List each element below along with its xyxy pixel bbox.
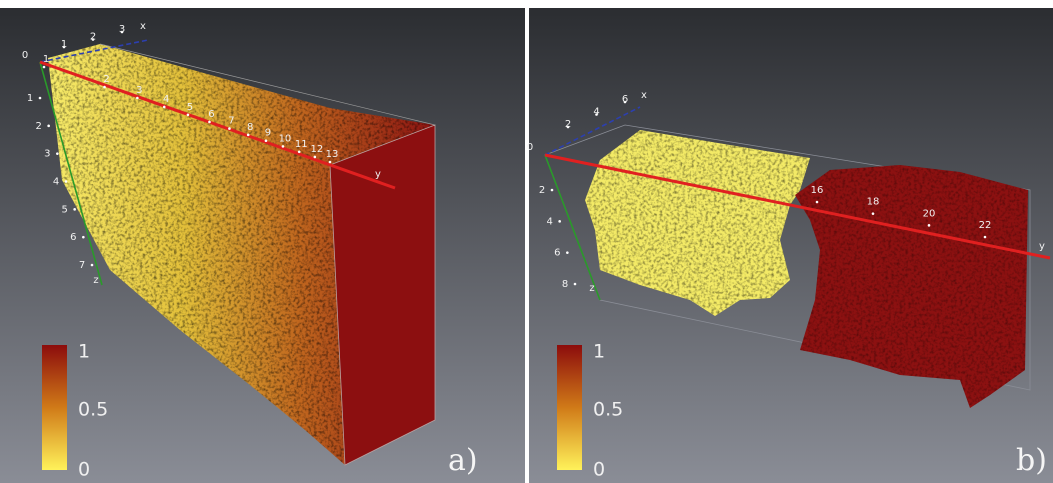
z-tick-label: 3	[44, 149, 50, 160]
colorbar-label: 0	[593, 459, 605, 481]
front-face	[330, 125, 435, 465]
colorbar	[557, 345, 582, 470]
colorbar	[42, 345, 67, 470]
tick-mark	[39, 97, 42, 100]
tick-mark	[816, 201, 819, 204]
tick-mark	[282, 145, 285, 148]
tick-mark	[47, 125, 50, 128]
tick-mark	[163, 106, 166, 109]
x-tick-label: 1	[61, 39, 67, 50]
tick-mark	[298, 150, 301, 153]
colorbar-label: 1	[593, 341, 605, 363]
tick-mark	[91, 264, 94, 267]
z-tick-label: 5	[61, 204, 67, 215]
y-tick-label: 12	[310, 144, 323, 155]
tick-mark	[208, 121, 211, 124]
origin-label: 0	[527, 142, 533, 153]
y-tick-label: 11	[295, 139, 308, 150]
tick-mark	[103, 86, 106, 89]
y-axis-name: y	[375, 169, 381, 180]
panel-label: a)	[448, 443, 478, 478]
x-tick-label: 2	[565, 119, 571, 130]
z-tick-label: 6	[554, 248, 560, 259]
x-tick-label: 4	[593, 107, 599, 118]
tick-mark	[314, 156, 317, 159]
origin-label: 0	[22, 50, 28, 61]
tick-mark	[228, 127, 231, 130]
y-axis-name: y	[1039, 241, 1045, 252]
tick-mark	[566, 251, 569, 254]
z-tick-label: 4	[546, 216, 552, 227]
y-tick-label: 3	[136, 85, 142, 96]
z-axis-name: z	[589, 283, 594, 294]
y-tick-label: 2	[103, 74, 109, 85]
y-tick-label: 18	[867, 197, 880, 208]
x-tick-label: 6	[622, 94, 628, 105]
x-axis-name: x	[641, 90, 647, 101]
z-tick-label: 1	[27, 93, 33, 104]
panel-label: b)	[1016, 443, 1047, 478]
z-tick-label: 2	[539, 185, 545, 196]
tick-mark	[187, 114, 190, 117]
tick-mark	[247, 134, 250, 137]
z-tick-label: 4	[53, 177, 59, 188]
figure: 01234567z123x12345678910111213y10.50a)02…	[0, 0, 1053, 483]
y-tick-label: 10	[279, 133, 292, 144]
y-tick-label: 9	[265, 128, 271, 139]
y-tick-label: 16	[811, 185, 824, 196]
tick-mark	[574, 283, 577, 286]
tick-mark	[136, 97, 139, 100]
tick-mark	[872, 212, 875, 215]
tick-mark	[984, 236, 987, 239]
z-tick-label: 6	[70, 232, 76, 243]
z-tick-label: 7	[79, 260, 85, 271]
tick-mark	[558, 220, 561, 223]
y-tick-label: 7	[228, 116, 234, 127]
tick-mark	[82, 236, 85, 239]
x-tick-label: 3	[119, 24, 125, 35]
colorbar-label: 0.5	[593, 399, 623, 421]
y-tick-label: 13	[326, 149, 339, 160]
tick-mark	[551, 189, 554, 192]
y-tick-label: 4	[163, 94, 169, 105]
y-tick-label: 5	[187, 102, 193, 113]
tick-mark	[265, 139, 268, 142]
y-tick-label: 1	[43, 54, 49, 65]
colorbar-label: 0	[78, 459, 90, 481]
y-tick-label: 20	[923, 208, 936, 219]
z-axis-name: z	[93, 275, 98, 286]
tick-mark	[56, 152, 59, 155]
tick-mark	[65, 180, 68, 183]
y-tick-label: 6	[208, 109, 214, 120]
tick-mark	[73, 208, 76, 211]
colorbar-label: 1	[78, 341, 90, 363]
z-tick-label: 8	[562, 279, 568, 290]
tick-mark	[43, 66, 46, 69]
colorbar-label: 0.5	[78, 399, 108, 421]
y-tick-label: 22	[979, 220, 992, 231]
x-axis-name: x	[140, 21, 146, 32]
tick-mark	[329, 161, 332, 164]
x-tick-label: 2	[90, 32, 96, 43]
z-tick-label: 2	[35, 121, 41, 132]
tick-mark	[928, 224, 931, 227]
y-tick-label: 8	[247, 122, 253, 133]
